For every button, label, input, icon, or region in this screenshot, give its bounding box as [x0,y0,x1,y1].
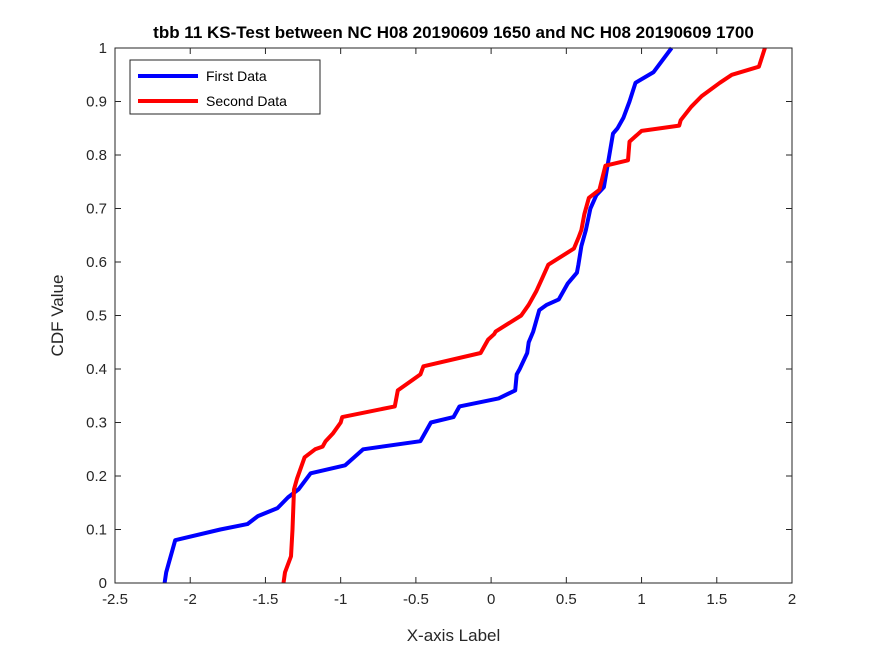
y-tick-label: 0.3 [86,415,107,432]
y-axis-ticks: 0 0.1 0.2 0.3 0.4 0.5 0.6 0.7 0.8 0.9 1 [86,40,792,592]
x-tick-label: 1.5 [706,591,727,608]
x-axis-ticks: -2.5 -2 -1.5 -1 -0.5 0 0.5 1 1.5 2 [102,48,796,608]
y-tick-label: 0 [99,575,107,592]
x-tick-label: 0 [487,591,495,608]
y-tick-label: 0.2 [86,468,107,485]
x-tick-label: -1 [334,591,347,608]
y-tick-label: 1 [99,40,107,57]
x-axis-label: X-axis Label [407,626,501,645]
x-tick-label: 0.5 [556,591,577,608]
series-layer [162,46,767,584]
y-axis-label: CDF Value [48,275,67,357]
x-tick-label: -2.5 [102,591,128,608]
x-tick-label: 2 [788,591,796,608]
series-line-second-data [281,47,767,584]
y-tick-label: 0.6 [86,254,107,271]
x-tick-label: 1 [637,591,645,608]
y-tick-label: 0.8 [86,147,107,164]
plot-area [115,48,792,583]
legend: First Data Second Data [129,59,321,115]
x-tick-label: -0.5 [403,591,429,608]
series-line-first-data [162,46,674,584]
chart-title: tbb 11 KS-Test between NC H08 20190609 1… [153,23,754,42]
x-tick-label: -1.5 [253,591,279,608]
legend-label-first-data: First Data [206,68,267,84]
y-tick-label: 0.5 [86,308,107,325]
legend-box [129,59,321,115]
x-tick-label: -2 [184,591,197,608]
y-tick-label: 0.1 [86,522,107,539]
y-tick-label: 0.9 [86,94,107,111]
legend-label-second-data: Second Data [206,93,287,109]
y-tick-label: 0.4 [86,361,107,378]
y-tick-label: 0.7 [86,201,107,218]
